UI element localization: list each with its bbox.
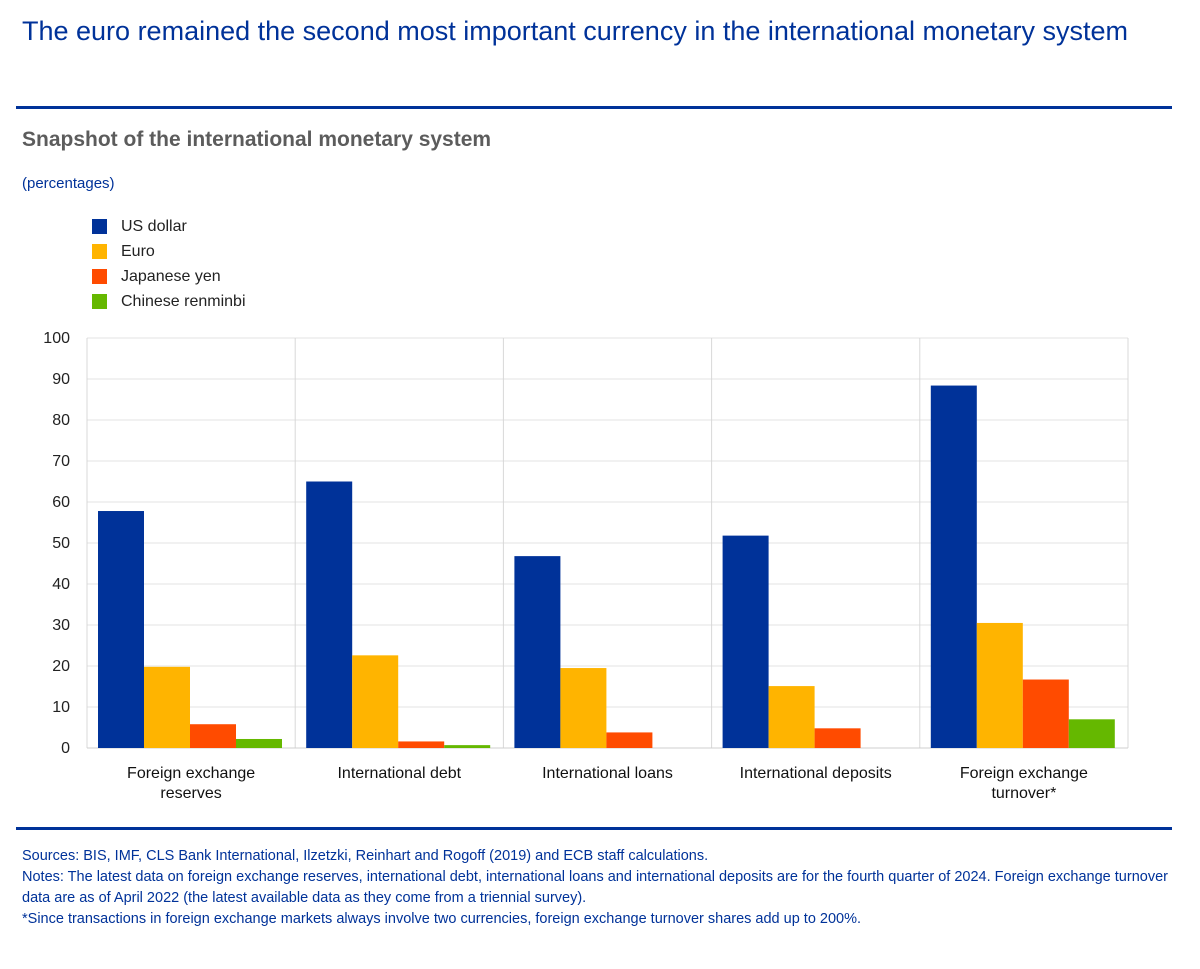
legend-label: Japanese yen [121, 267, 221, 285]
bar-japanese-yen [606, 732, 653, 748]
legend-item-euro: Euro [92, 239, 246, 264]
bar-us-dollar [930, 385, 977, 748]
legend-swatch [92, 269, 107, 284]
legend-swatch [92, 219, 107, 234]
bar-japanese-yen [814, 728, 861, 748]
chart-unit: (percentages) [22, 175, 115, 192]
legend-label: Euro [121, 242, 155, 260]
y-tick-label: 0 [61, 740, 70, 757]
category-label: International loans [542, 765, 673, 782]
bar-euro [560, 668, 607, 748]
bar-us-dollar [306, 481, 353, 748]
category-label: Foreign exchange [960, 765, 1088, 782]
bar-us-dollar [514, 556, 561, 748]
category-label: reserves [160, 785, 221, 802]
bar-us-dollar [722, 535, 769, 748]
page-title: The euro remained the second most import… [22, 16, 1129, 46]
sources-note: Sources: BIS, IMF, CLS Bank Internationa… [22, 848, 709, 864]
legend-swatch [92, 294, 107, 309]
legend-swatch [92, 244, 107, 259]
legend-item-us-dollar: US dollar [92, 214, 246, 239]
legend-label: US dollar [121, 217, 187, 235]
y-tick-label: 30 [52, 617, 70, 634]
bar-chinese-renminbi [444, 745, 491, 748]
bar-japanese-yen [398, 741, 445, 748]
y-tick-label: 80 [52, 412, 70, 429]
bar-chinese-renminbi [1068, 719, 1115, 748]
bar-euro [976, 622, 1023, 748]
bar-euro [144, 666, 190, 748]
title-divider [16, 106, 1172, 109]
bar-chart: 0 10 20 30 40 50 60 70 80 90 100 Foreign exchange re… [43, 330, 1129, 802]
y-tick-label: 40 [52, 576, 70, 593]
chart-title: Snapshot of the international monetary s… [22, 128, 492, 151]
y-tick-label: 90 [52, 371, 70, 388]
notes-text: Notes: The latest data on foreign exchan… [22, 869, 1168, 906]
y-tick-label: 10 [52, 699, 70, 716]
y-tick-label: 50 [52, 535, 70, 552]
chart-footer: Sources: BIS, IMF, CLS Bank Internationa… [22, 846, 1182, 930]
category-label: Foreign exchange [127, 765, 255, 782]
bar-japanese-yen [190, 724, 236, 748]
footer-divider [16, 827, 1172, 830]
y-tick-label: 70 [52, 453, 70, 470]
bar-euro [768, 686, 815, 748]
legend-item-japanese-yen: Japanese yen [92, 264, 246, 289]
chart-legend: US dollar Euro Japanese yen Chinese renm… [92, 214, 246, 314]
y-tick-label: 20 [52, 658, 70, 675]
bar-japanese-yen [1022, 679, 1069, 748]
bar-euro [352, 655, 399, 748]
asterisk-note: *Since transactions in foreign exchange … [22, 911, 862, 927]
y-tick-label: 60 [52, 494, 70, 511]
legend-label: Chinese renminbi [121, 292, 246, 310]
bar-us-dollar [98, 511, 144, 748]
legend-item-chinese-renminbi: Chinese renminbi [92, 289, 246, 314]
category-label: International deposits [740, 765, 892, 782]
category-label: International debt [337, 765, 461, 782]
category-label: turnover* [991, 785, 1056, 802]
bar-chinese-renminbi [236, 738, 282, 748]
y-tick-label: 100 [43, 330, 70, 347]
